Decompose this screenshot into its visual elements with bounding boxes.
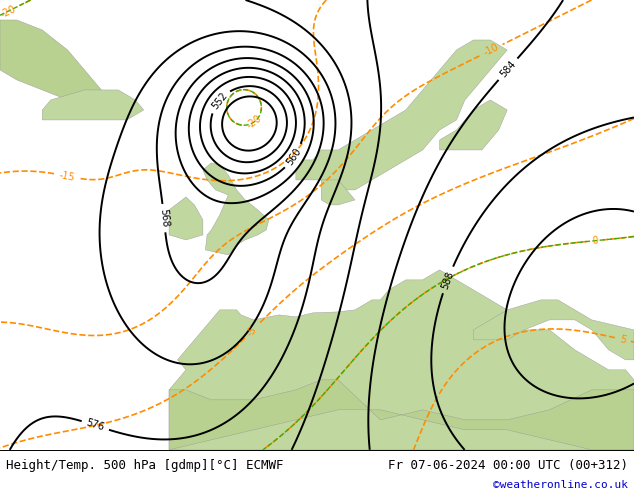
Text: Fr 07-06-2024 00:00 UTC (00+312): Fr 07-06-2024 00:00 UTC (00+312) (387, 459, 628, 471)
Polygon shape (169, 380, 634, 450)
Polygon shape (321, 180, 355, 205)
Polygon shape (296, 40, 507, 190)
Text: 588: 588 (440, 270, 456, 290)
Polygon shape (439, 100, 507, 150)
Polygon shape (0, 20, 101, 100)
Text: 576: 576 (85, 418, 106, 433)
Polygon shape (474, 300, 634, 360)
Text: -5: -5 (245, 324, 259, 338)
Text: 5: 5 (619, 334, 627, 345)
Text: 560: 560 (285, 146, 304, 167)
Text: 0: 0 (592, 235, 598, 246)
Text: Height/Temp. 500 hPa [gdmp][°C] ECMWF: Height/Temp. 500 hPa [gdmp][°C] ECMWF (6, 459, 284, 471)
Polygon shape (169, 197, 203, 240)
Text: 584: 584 (498, 59, 518, 79)
Text: -10: -10 (482, 42, 500, 58)
Text: -20: -20 (245, 113, 264, 131)
Polygon shape (203, 163, 269, 255)
Polygon shape (169, 270, 634, 450)
Text: -20: -20 (0, 3, 17, 19)
Text: 568: 568 (158, 208, 170, 228)
Text: ©weatheronline.co.uk: ©weatheronline.co.uk (493, 480, 628, 490)
Text: 552: 552 (209, 90, 229, 111)
Polygon shape (42, 90, 144, 120)
Text: -15: -15 (58, 170, 75, 182)
